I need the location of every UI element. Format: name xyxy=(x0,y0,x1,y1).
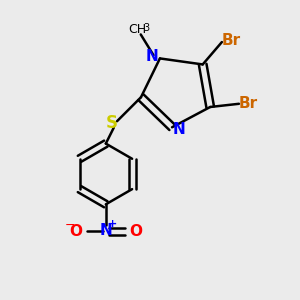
Text: Br: Br xyxy=(222,33,241,48)
Text: S: S xyxy=(106,114,118,132)
Text: O: O xyxy=(70,224,83,239)
Text: +: + xyxy=(108,220,118,230)
Text: Br: Br xyxy=(239,96,258,111)
Text: N: N xyxy=(173,122,185,137)
Text: 3: 3 xyxy=(143,23,150,33)
Text: CH: CH xyxy=(128,23,147,36)
Text: N: N xyxy=(99,223,112,238)
Text: O: O xyxy=(129,224,142,239)
Text: N: N xyxy=(146,49,158,64)
Text: −: − xyxy=(64,219,75,232)
